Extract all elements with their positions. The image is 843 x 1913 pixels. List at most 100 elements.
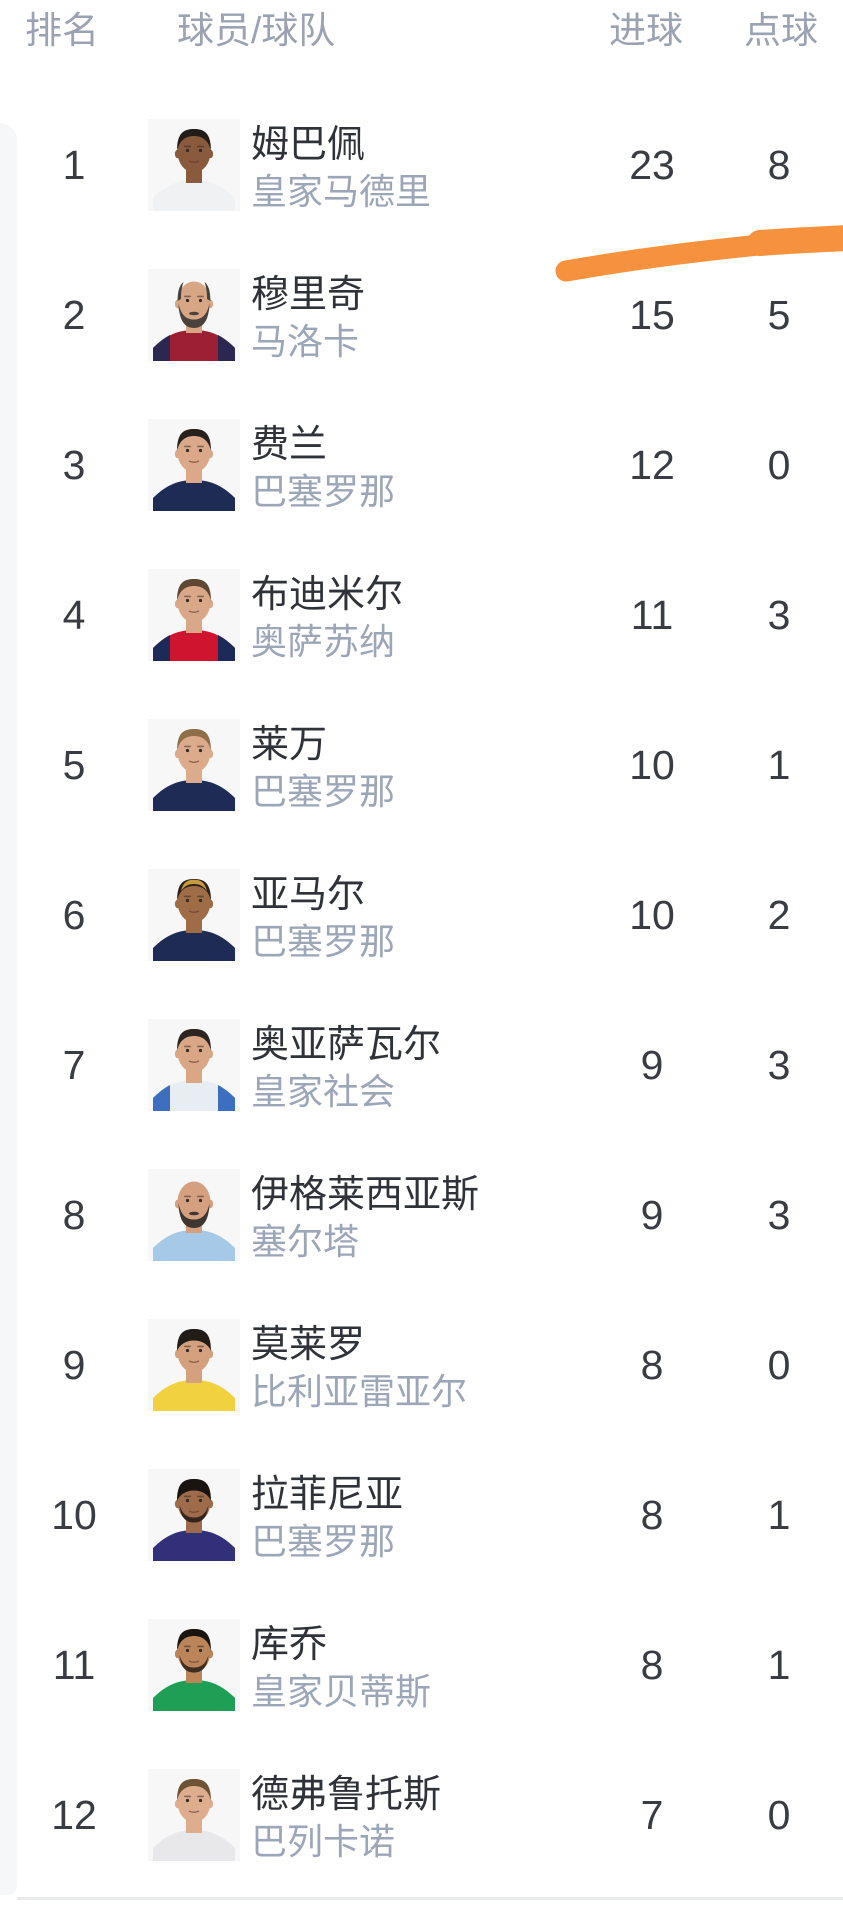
goals-value: 8 <box>640 1342 664 1388</box>
player-avatar <box>148 119 240 211</box>
bottom-divider <box>17 1897 843 1900</box>
penalties-value: 3 <box>767 592 791 638</box>
table-row[interactable]: 6 亚马尔 巴塞罗那 10 2 <box>0 840 843 990</box>
player-name: 莱万 <box>251 724 328 766</box>
team-name: 皇家贝蒂斯 <box>251 1671 432 1712</box>
team-name: 比利亚雷亚尔 <box>251 1371 468 1412</box>
player-name: 拉菲尼亚 <box>251 1474 404 1516</box>
team-name: 巴塞罗那 <box>251 471 396 512</box>
team-name: 皇家马德里 <box>251 171 432 212</box>
goals-value: 10 <box>629 892 675 938</box>
team-name: 巴塞罗那 <box>251 1521 396 1562</box>
player-avatar <box>148 419 240 511</box>
column-header-penalties: 点球 <box>744 10 818 51</box>
table-row[interactable]: 10 拉菲尼亚 巴塞罗那 8 1 <box>0 1440 843 1590</box>
table-row[interactable]: 11 库乔 皇家贝蒂斯 8 1 <box>0 1590 843 1740</box>
player-avatar <box>148 1319 240 1411</box>
player-name: 亚马尔 <box>251 874 366 916</box>
goals-value: 11 <box>630 592 674 638</box>
table-row[interactable]: 8 伊格莱西亚斯 塞尔塔 9 3 <box>0 1140 843 1290</box>
table-row[interactable]: 3 费兰 巴塞罗那 12 0 <box>0 390 843 540</box>
player-name: 费兰 <box>251 424 328 466</box>
player-name: 库乔 <box>251 1624 328 1666</box>
player-info: 布迪米尔 奥萨苏纳 <box>251 571 403 665</box>
rank-value: 2 <box>62 291 86 338</box>
player-info: 伊格莱西亚斯 塞尔塔 <box>251 1171 479 1265</box>
rank-value: 3 <box>62 441 86 488</box>
goals-value: 9 <box>640 1192 664 1238</box>
table-row[interactable]: 4 布迪米尔 奥萨苏纳 11 3 <box>0 540 843 690</box>
table-row[interactable]: 9 莫莱罗 比利亚雷亚尔 8 0 <box>0 1290 843 1440</box>
rank-value: 4 <box>62 591 86 638</box>
table-row[interactable]: 1 姆巴佩 皇家马德里 23 8 <box>0 90 843 240</box>
rank-value: 7 <box>62 1041 86 1088</box>
table-row[interactable]: 5 莱万 巴塞罗那 10 1 <box>0 690 843 840</box>
column-header-rank: 排名 <box>25 10 99 51</box>
goals-value: 23 <box>629 142 675 188</box>
player-info: 姆巴佩 皇家马德里 <box>251 121 431 215</box>
team-name: 塞尔塔 <box>251 1221 360 1262</box>
penalties-value: 1 <box>767 742 791 788</box>
rank-value: 6 <box>62 891 86 938</box>
table-row[interactable]: 12 德弗鲁托斯 巴列卡诺 7 0 <box>0 1740 843 1890</box>
team-name: 奥萨苏纳 <box>251 621 396 662</box>
player-info: 费兰 巴塞罗那 <box>251 421 395 515</box>
player-info: 莫莱罗 比利亚雷亚尔 <box>251 1321 467 1415</box>
adjacent-card-edge <box>0 123 17 1895</box>
team-name: 巴塞罗那 <box>251 771 396 812</box>
team-name: 皇家社会 <box>251 1071 396 1112</box>
table-row[interactable]: 2 穆里奇 马洛卡 15 5 <box>0 240 843 390</box>
rank-value: 8 <box>62 1191 86 1238</box>
penalties-value: 3 <box>767 1042 791 1088</box>
goals-value: 15 <box>629 292 675 338</box>
player-info: 库乔 皇家贝蒂斯 <box>251 1621 431 1715</box>
penalties-value: 3 <box>767 1192 791 1238</box>
penalties-value: 2 <box>767 892 791 938</box>
rank-value: 5 <box>62 741 86 788</box>
player-name: 伊格莱西亚斯 <box>251 1174 480 1216</box>
player-name: 姆巴佩 <box>251 124 366 166</box>
player-avatar <box>148 269 240 361</box>
player-avatar <box>148 1769 240 1861</box>
player-info: 亚马尔 巴塞罗那 <box>251 871 395 965</box>
player-info: 德弗鲁托斯 巴列卡诺 <box>251 1771 441 1865</box>
player-name: 奥亚萨瓦尔 <box>251 1024 442 1066</box>
rank-value: 12 <box>51 1791 97 1838</box>
goals-value: 7 <box>640 1792 664 1838</box>
penalties-value: 0 <box>767 1342 791 1388</box>
player-info: 莱万 巴塞罗那 <box>251 721 395 815</box>
player-info: 拉菲尼亚 巴塞罗那 <box>251 1471 403 1565</box>
penalties-value: 5 <box>767 292 791 338</box>
player-info: 奥亚萨瓦尔 皇家社会 <box>251 1021 441 1115</box>
rank-value: 11 <box>52 1641 96 1688</box>
goals-value: 9 <box>640 1042 664 1088</box>
penalties-value: 1 <box>767 1642 791 1688</box>
team-name: 巴塞罗那 <box>251 921 396 962</box>
rank-value: 9 <box>62 1341 86 1388</box>
player-name: 穆里奇 <box>251 274 366 316</box>
penalties-value: 0 <box>767 1792 791 1838</box>
player-info: 穆里奇 马洛卡 <box>251 271 365 365</box>
player-name: 德弗鲁托斯 <box>251 1774 442 1816</box>
player-avatar <box>148 1019 240 1111</box>
column-header-player-team: 球员/球队 <box>177 10 336 51</box>
leaderboard-rows: 1 姆巴佩 皇家马德里 23 8 2 穆里奇 马洛卡 15 5 3 费兰 巴塞罗… <box>0 90 843 1890</box>
player-name: 莫莱罗 <box>251 1324 366 1366</box>
player-avatar <box>148 1169 240 1261</box>
player-avatar <box>148 869 240 961</box>
goals-value: 8 <box>640 1492 664 1538</box>
team-name: 马洛卡 <box>251 321 360 362</box>
table-row[interactable]: 7 奥亚萨瓦尔 皇家社会 9 3 <box>0 990 843 1140</box>
player-avatar <box>148 1469 240 1561</box>
team-name: 巴列卡诺 <box>251 1821 396 1862</box>
rank-value: 10 <box>51 1491 97 1538</box>
player-name: 布迪米尔 <box>251 574 404 616</box>
column-header-goals: 进球 <box>609 10 683 51</box>
player-avatar <box>148 1619 240 1711</box>
player-avatar <box>148 569 240 661</box>
penalties-value: 8 <box>767 142 791 188</box>
goals-value: 10 <box>629 742 675 788</box>
penalties-value: 0 <box>767 442 791 488</box>
goals-value: 8 <box>640 1642 664 1688</box>
player-avatar <box>148 719 240 811</box>
